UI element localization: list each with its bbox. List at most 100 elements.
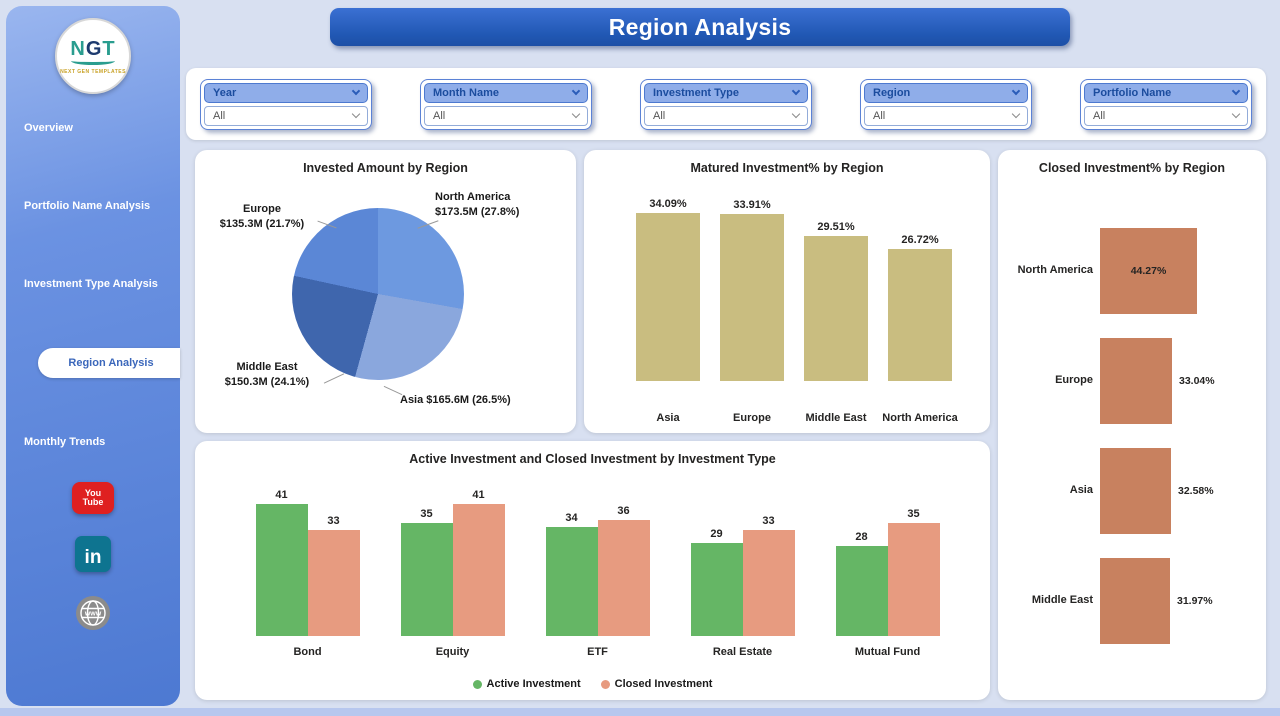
bar-middle-east[interactable] xyxy=(804,236,868,381)
youtube-icon[interactable]: You Tube xyxy=(72,482,114,514)
bar-value-label: 33.91% xyxy=(733,199,771,211)
pie-label-asia: Asia $165.6M (26.5%) xyxy=(400,393,511,408)
card-active-closed-by-investment-type: Active Investment and Closed Investment … xyxy=(195,441,990,700)
bar-segment[interactable] xyxy=(835,546,888,636)
chevron-down-icon[interactable] xyxy=(571,86,581,96)
chart-title: Matured Investment% by Region xyxy=(690,161,884,175)
pie-label-line: $135.3M (21.7%) xyxy=(219,217,305,230)
sidebar-item-region-analysis[interactable]: Region Analysis xyxy=(38,348,180,378)
linkedin-icon[interactable]: in xyxy=(75,536,111,572)
axis-label-europe: Europe xyxy=(733,411,771,424)
pie-chart[interactable] xyxy=(292,208,464,380)
group-real-estate: 29 33 xyxy=(690,515,795,636)
axis-label-middle-east: Middle East xyxy=(1031,594,1093,607)
bar-north-america[interactable] xyxy=(888,249,952,381)
youtube-icon-text: You xyxy=(84,487,102,498)
bar-value-label: 31.97% xyxy=(1177,595,1213,607)
chevron-down-icon[interactable] xyxy=(1231,109,1241,119)
card-invested-amount-by-region: Invested Amount by Region North America $… xyxy=(195,150,576,433)
horizontal-bar-chart: North America 44.27% Europe 33.04% Asia 32.58… xyxy=(998,216,1266,656)
grouped-bar-chart-axis: Bond Equity ETF Real Estate Mutual Fund xyxy=(235,646,960,658)
pie-label-line: Asia $165.6M (26.5%) xyxy=(400,394,511,406)
sidebar-item-overview[interactable]: Overview xyxy=(24,122,73,134)
filter-investment-type-dropdown[interactable]: All xyxy=(644,105,808,126)
chevron-down-icon[interactable] xyxy=(571,109,581,119)
filter-label: Investment Type xyxy=(653,86,739,99)
chevron-down-icon[interactable] xyxy=(791,86,801,96)
bar-segment[interactable] xyxy=(452,504,505,636)
axis-label-bond: Bond xyxy=(293,646,322,658)
filter-year: Year All xyxy=(200,78,372,130)
bar-segment[interactable] xyxy=(400,523,453,636)
chevron-down-icon[interactable] xyxy=(1011,109,1021,119)
group-etf: 34 36 xyxy=(545,505,650,636)
axis-label-mutual-fund: Mutual Fund xyxy=(854,646,921,658)
filter-month-name-dropdown[interactable]: All xyxy=(424,105,588,126)
bar-value-label: 34 xyxy=(565,512,578,524)
column-chart: 34.09% 33.91% 29.51% 26.72% xyxy=(628,184,960,381)
website-icon[interactable]: www xyxy=(74,594,112,637)
bar-segment[interactable] xyxy=(690,543,743,636)
chevron-down-icon[interactable] xyxy=(351,86,361,96)
filter-region-dropdown[interactable]: All xyxy=(864,105,1028,126)
chevron-down-icon[interactable] xyxy=(1231,86,1241,96)
pie-label-line: Europe xyxy=(243,203,281,215)
chevron-down-icon[interactable] xyxy=(791,109,801,119)
bar-active-investment-mutual-fund: 28 xyxy=(835,531,888,636)
filter-label: Region xyxy=(873,86,911,99)
chevron-down-icon[interactable] xyxy=(351,109,361,119)
filter-month-name-header[interactable]: Month Name xyxy=(424,82,588,103)
bar-middle-east[interactable] xyxy=(1100,558,1170,644)
legend-closed-investment: Closed Investment xyxy=(600,678,712,690)
youtube-icon-text: Tube xyxy=(82,497,104,507)
filter-portfolio-name-header[interactable]: Portfolio Name xyxy=(1084,82,1248,103)
chevron-down-icon[interactable] xyxy=(1011,86,1021,96)
bar-active-investment-etf: 34 xyxy=(545,512,598,636)
filter-region-header[interactable]: Region xyxy=(864,82,1028,103)
bar-north-america[interactable]: 44.27% xyxy=(1100,228,1197,314)
sidebar-item-portfolio-name-analysis[interactable]: Portfolio Name Analysis xyxy=(24,200,151,212)
group-equity: 35 41 xyxy=(400,489,505,636)
bar-value-label: 35 xyxy=(420,508,433,520)
filter-year-dropdown[interactable]: All xyxy=(204,105,368,126)
sidebar-item-monthly-trends[interactable]: Monthly Trends xyxy=(24,436,106,448)
axis-label-etf: ETF xyxy=(587,646,608,658)
bar-segment[interactable] xyxy=(597,520,650,636)
bar-europe[interactable] xyxy=(720,214,784,381)
bar-segment[interactable] xyxy=(255,504,308,636)
pie-label-line: $173.5M (27.8%) xyxy=(435,205,520,218)
bar-active-investment-real-estate: 29 xyxy=(690,528,743,636)
pie-label-middle-east: Middle East $150.3M (24.1%) xyxy=(203,360,331,390)
bar-segment[interactable] xyxy=(742,530,795,636)
filter-bar: Year All Month Name All Investment Type All Re… xyxy=(186,68,1266,140)
column-middle-east: 29.51% xyxy=(796,221,876,381)
axis-label-middle-east: Middle East xyxy=(805,411,867,424)
bar-asia[interactable] xyxy=(1100,448,1171,534)
axis-label-asia: Asia xyxy=(656,411,680,424)
legend-active-investment: Active Investment xyxy=(472,678,581,690)
bar-segment[interactable] xyxy=(307,530,360,636)
chart-legend: Active Investment Closed Investment xyxy=(195,678,990,690)
bar-value-label: 41 xyxy=(472,489,485,501)
sidebar-item-investment-type-analysis[interactable]: Investment Type Analysis xyxy=(24,278,158,290)
axis-label-real-estate: Real Estate xyxy=(712,646,773,658)
bar-asia[interactable] xyxy=(636,213,700,381)
bar-value-label: 28 xyxy=(855,531,868,543)
column-europe: 33.91% xyxy=(712,199,792,381)
bar-europe[interactable] xyxy=(1100,338,1172,424)
bar-closed-investment-mutual-fund: 35 xyxy=(887,508,940,636)
bar-segment[interactable] xyxy=(545,527,598,636)
filter-investment-type: Investment Type All xyxy=(640,78,812,130)
filter-label: Portfolio Name xyxy=(1093,86,1172,99)
filter-year-header[interactable]: Year xyxy=(204,82,368,103)
column-north-america: 26.72% xyxy=(880,234,960,381)
bar-segment[interactable] xyxy=(887,523,940,636)
filter-investment-type-header[interactable]: Investment Type xyxy=(644,82,808,103)
axis-label-north-america: North America xyxy=(1017,264,1093,277)
bar-closed-investment-bond: 33 xyxy=(307,515,360,636)
card-matured-investment-by-region: Matured Investment% by Region 34.09% 33.9… xyxy=(584,150,990,433)
page-header: Region Analysis xyxy=(330,8,1070,46)
bar-closed-investment-etf: 36 xyxy=(597,505,650,636)
filter-portfolio-name-dropdown[interactable]: All xyxy=(1084,105,1248,126)
